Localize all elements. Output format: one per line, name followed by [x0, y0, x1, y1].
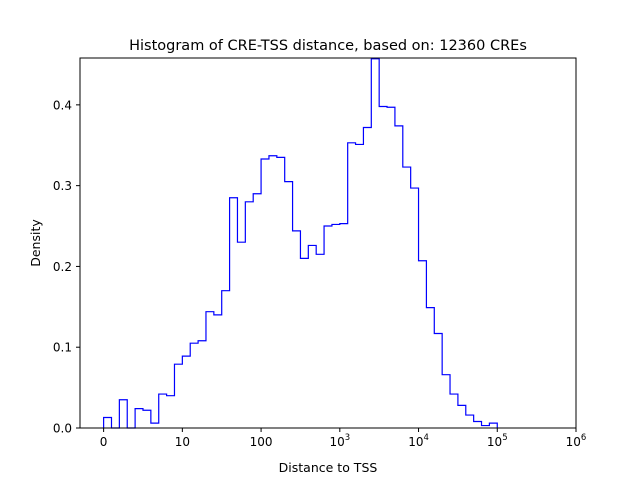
histogram-outline	[103, 58, 498, 429]
y-axis-label: Density	[28, 219, 43, 267]
y-tick-label: 0.4	[53, 98, 72, 112]
x-axis-label: Distance to TSS	[279, 460, 378, 475]
x-tick-label: 0	[100, 435, 108, 449]
x-tick-label: 10	[175, 435, 190, 449]
y-tick-label: 0.3	[53, 179, 72, 193]
x-tick-label: 100	[250, 435, 273, 449]
y-tick-label: 0.0	[53, 422, 72, 436]
plot-area	[103, 58, 498, 429]
axes-frame	[79, 57, 577, 429]
y-axis: 0.0 0.1 0.2 0.3 0.4	[53, 98, 80, 436]
chart-title: Histogram of CRE-TSS distance, based on:…	[129, 38, 527, 54]
y-tick-label: 0.2	[53, 260, 72, 274]
y-tick-label: 0.1	[53, 341, 72, 355]
